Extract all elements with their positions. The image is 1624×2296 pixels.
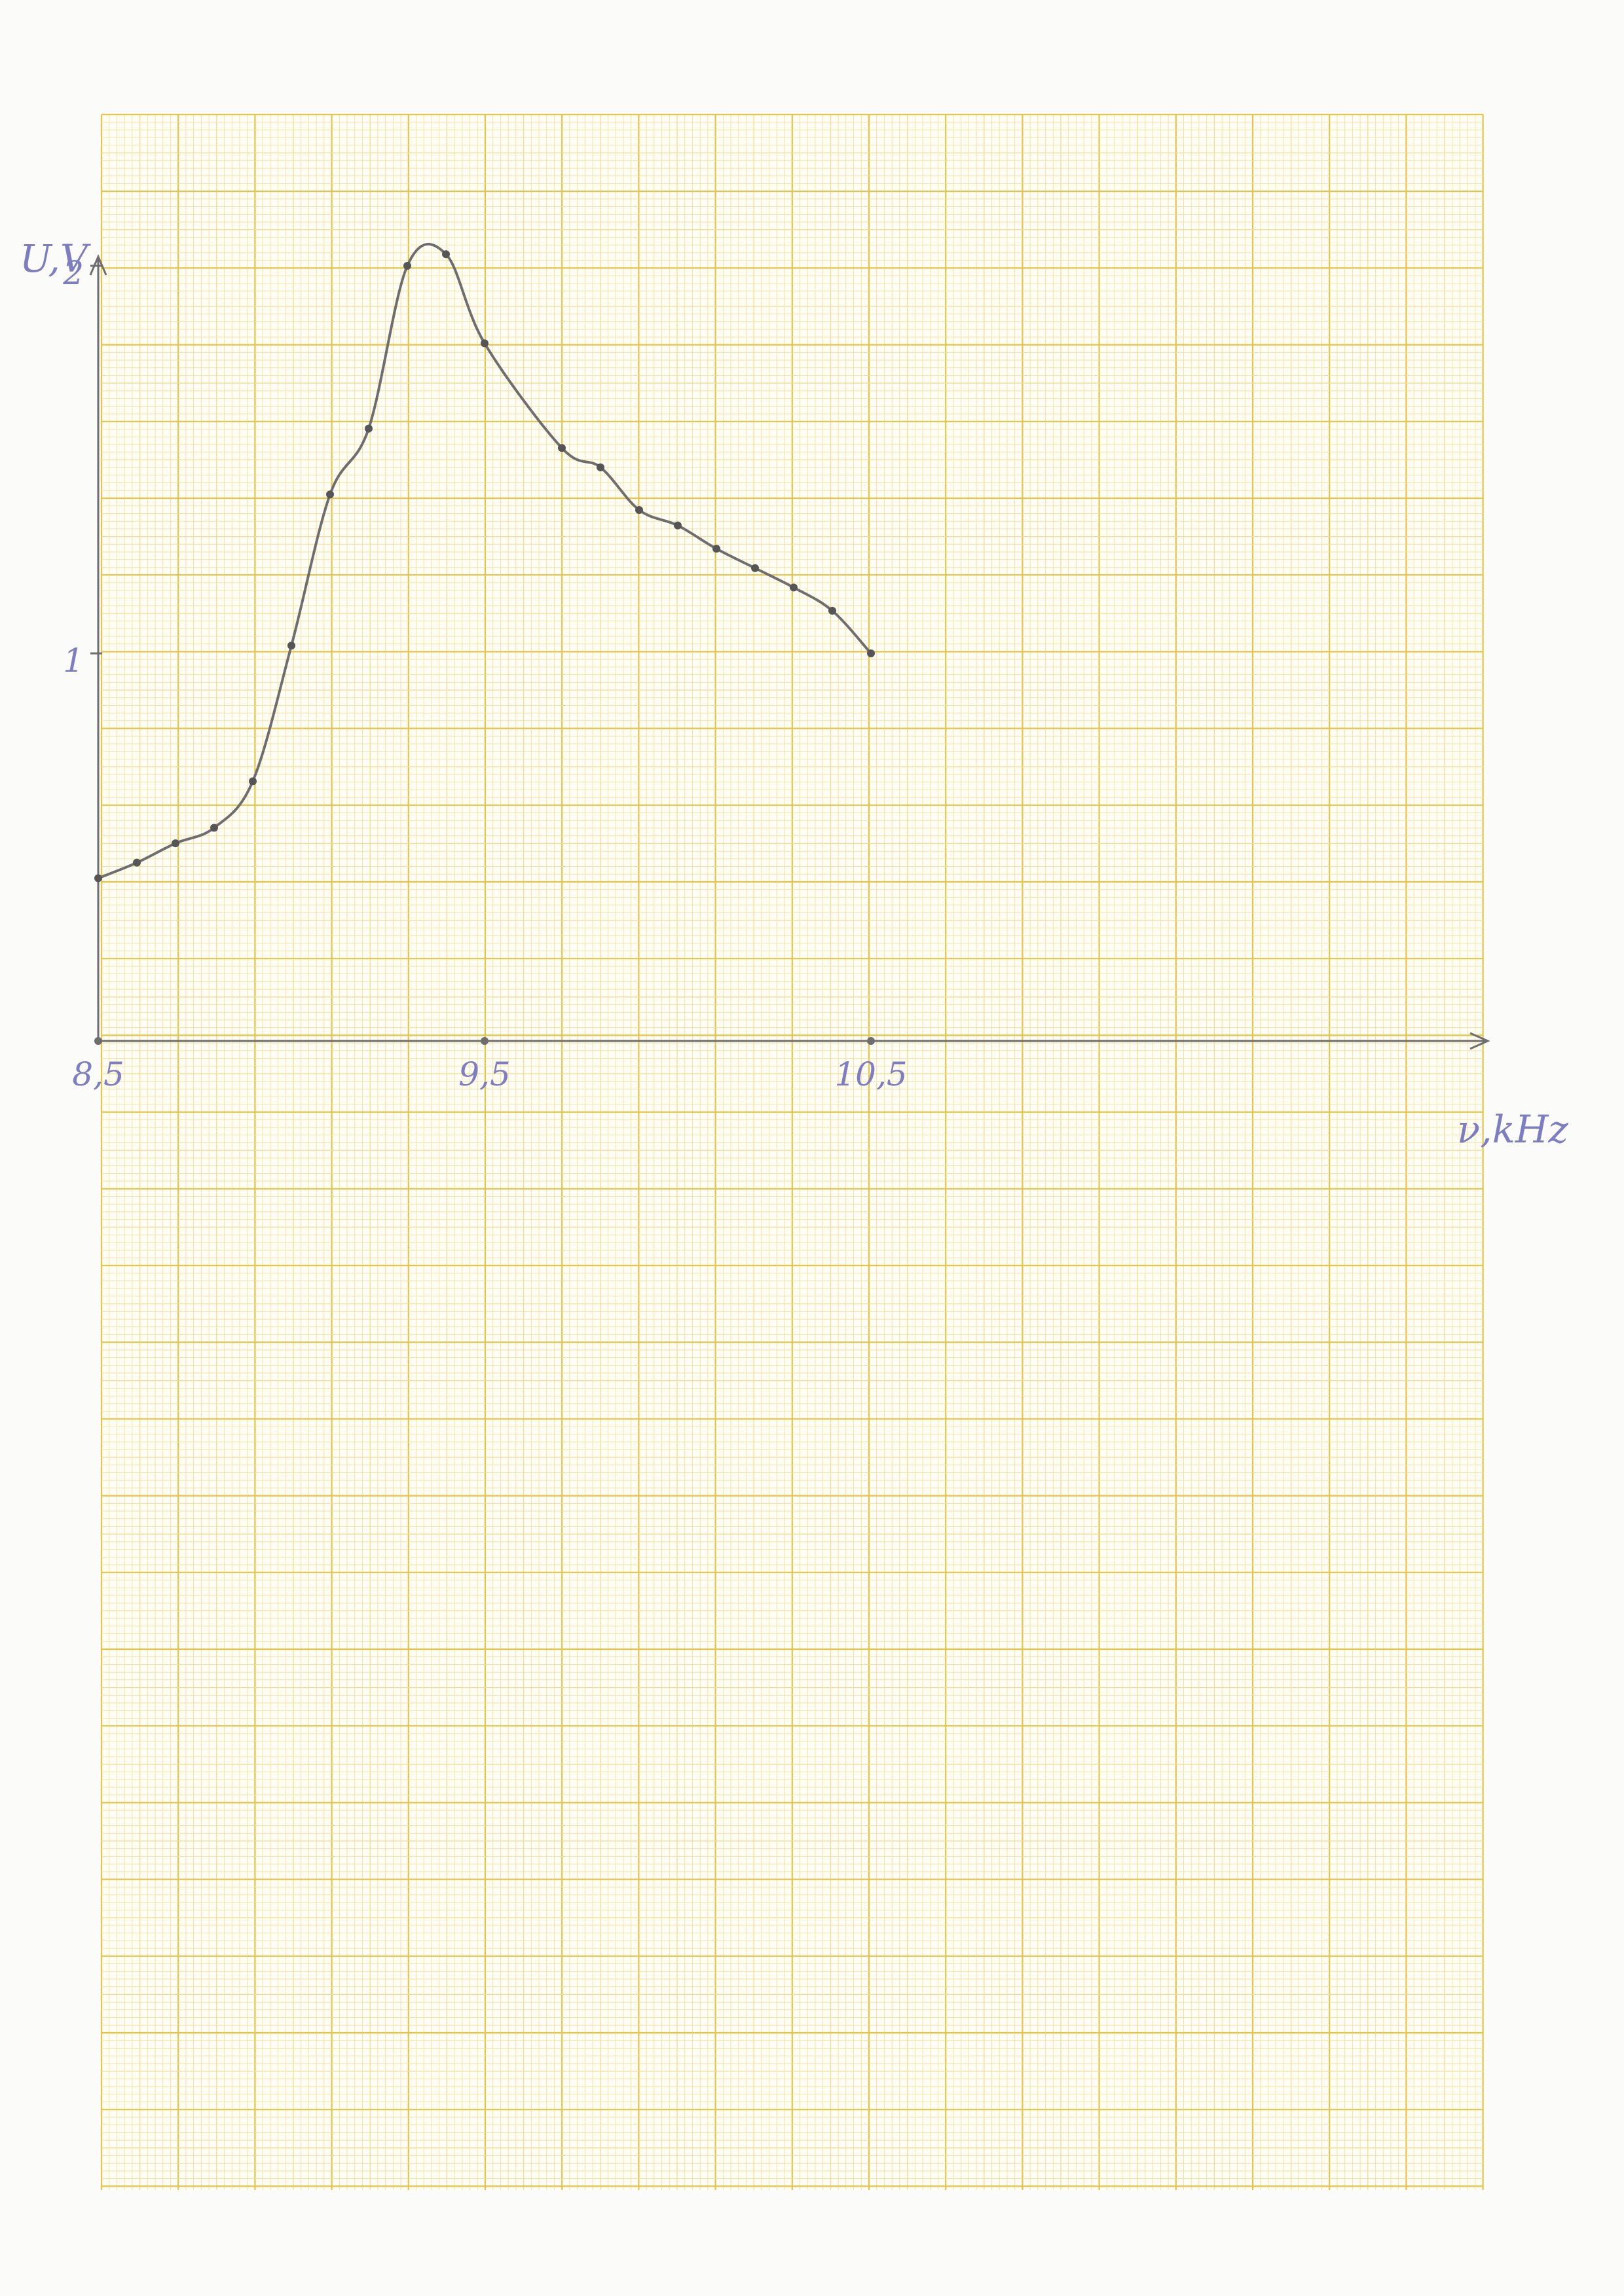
x-tick-label: 9,5 xyxy=(458,1055,511,1093)
x-tick-mark xyxy=(481,1037,489,1045)
data-point xyxy=(94,874,102,883)
chart-labels: 8,5 9,5 10,5 1 2U,V ν,kHz xyxy=(20,236,1568,1152)
data-point xyxy=(210,824,218,832)
data-series xyxy=(94,243,875,883)
chart-axes xyxy=(89,254,1490,1050)
y-axis-arrow xyxy=(89,254,107,276)
data-point xyxy=(442,250,450,259)
data-point xyxy=(287,642,295,650)
data-point xyxy=(712,545,720,553)
data-point xyxy=(403,262,411,270)
millimeter-grid xyxy=(100,113,1484,2190)
data-point xyxy=(751,564,759,572)
x-tick-label: 10,5 xyxy=(834,1055,907,1093)
data-point xyxy=(481,339,489,348)
data-point xyxy=(597,463,604,471)
data-point xyxy=(249,777,257,786)
x-axis-label: ν,kHz xyxy=(1457,1107,1568,1152)
data-point xyxy=(172,839,179,848)
data-point xyxy=(867,649,875,657)
data-point xyxy=(365,424,373,433)
data-point xyxy=(558,444,566,452)
data-point xyxy=(635,505,643,514)
data-point xyxy=(674,521,682,530)
data-point xyxy=(828,606,836,615)
x-tick-label: 8,5 xyxy=(72,1055,124,1093)
data-point xyxy=(790,583,798,592)
y-tick-label: 1 xyxy=(63,642,84,680)
x-tick-mark xyxy=(867,1037,875,1045)
x-axis-arrow xyxy=(1469,1032,1490,1050)
data-point xyxy=(326,490,334,499)
y-axis-label: U,V xyxy=(20,236,91,281)
y-tick-label: 2 xyxy=(62,254,84,292)
x-tick-mark xyxy=(94,1037,102,1045)
data-point xyxy=(133,858,141,867)
